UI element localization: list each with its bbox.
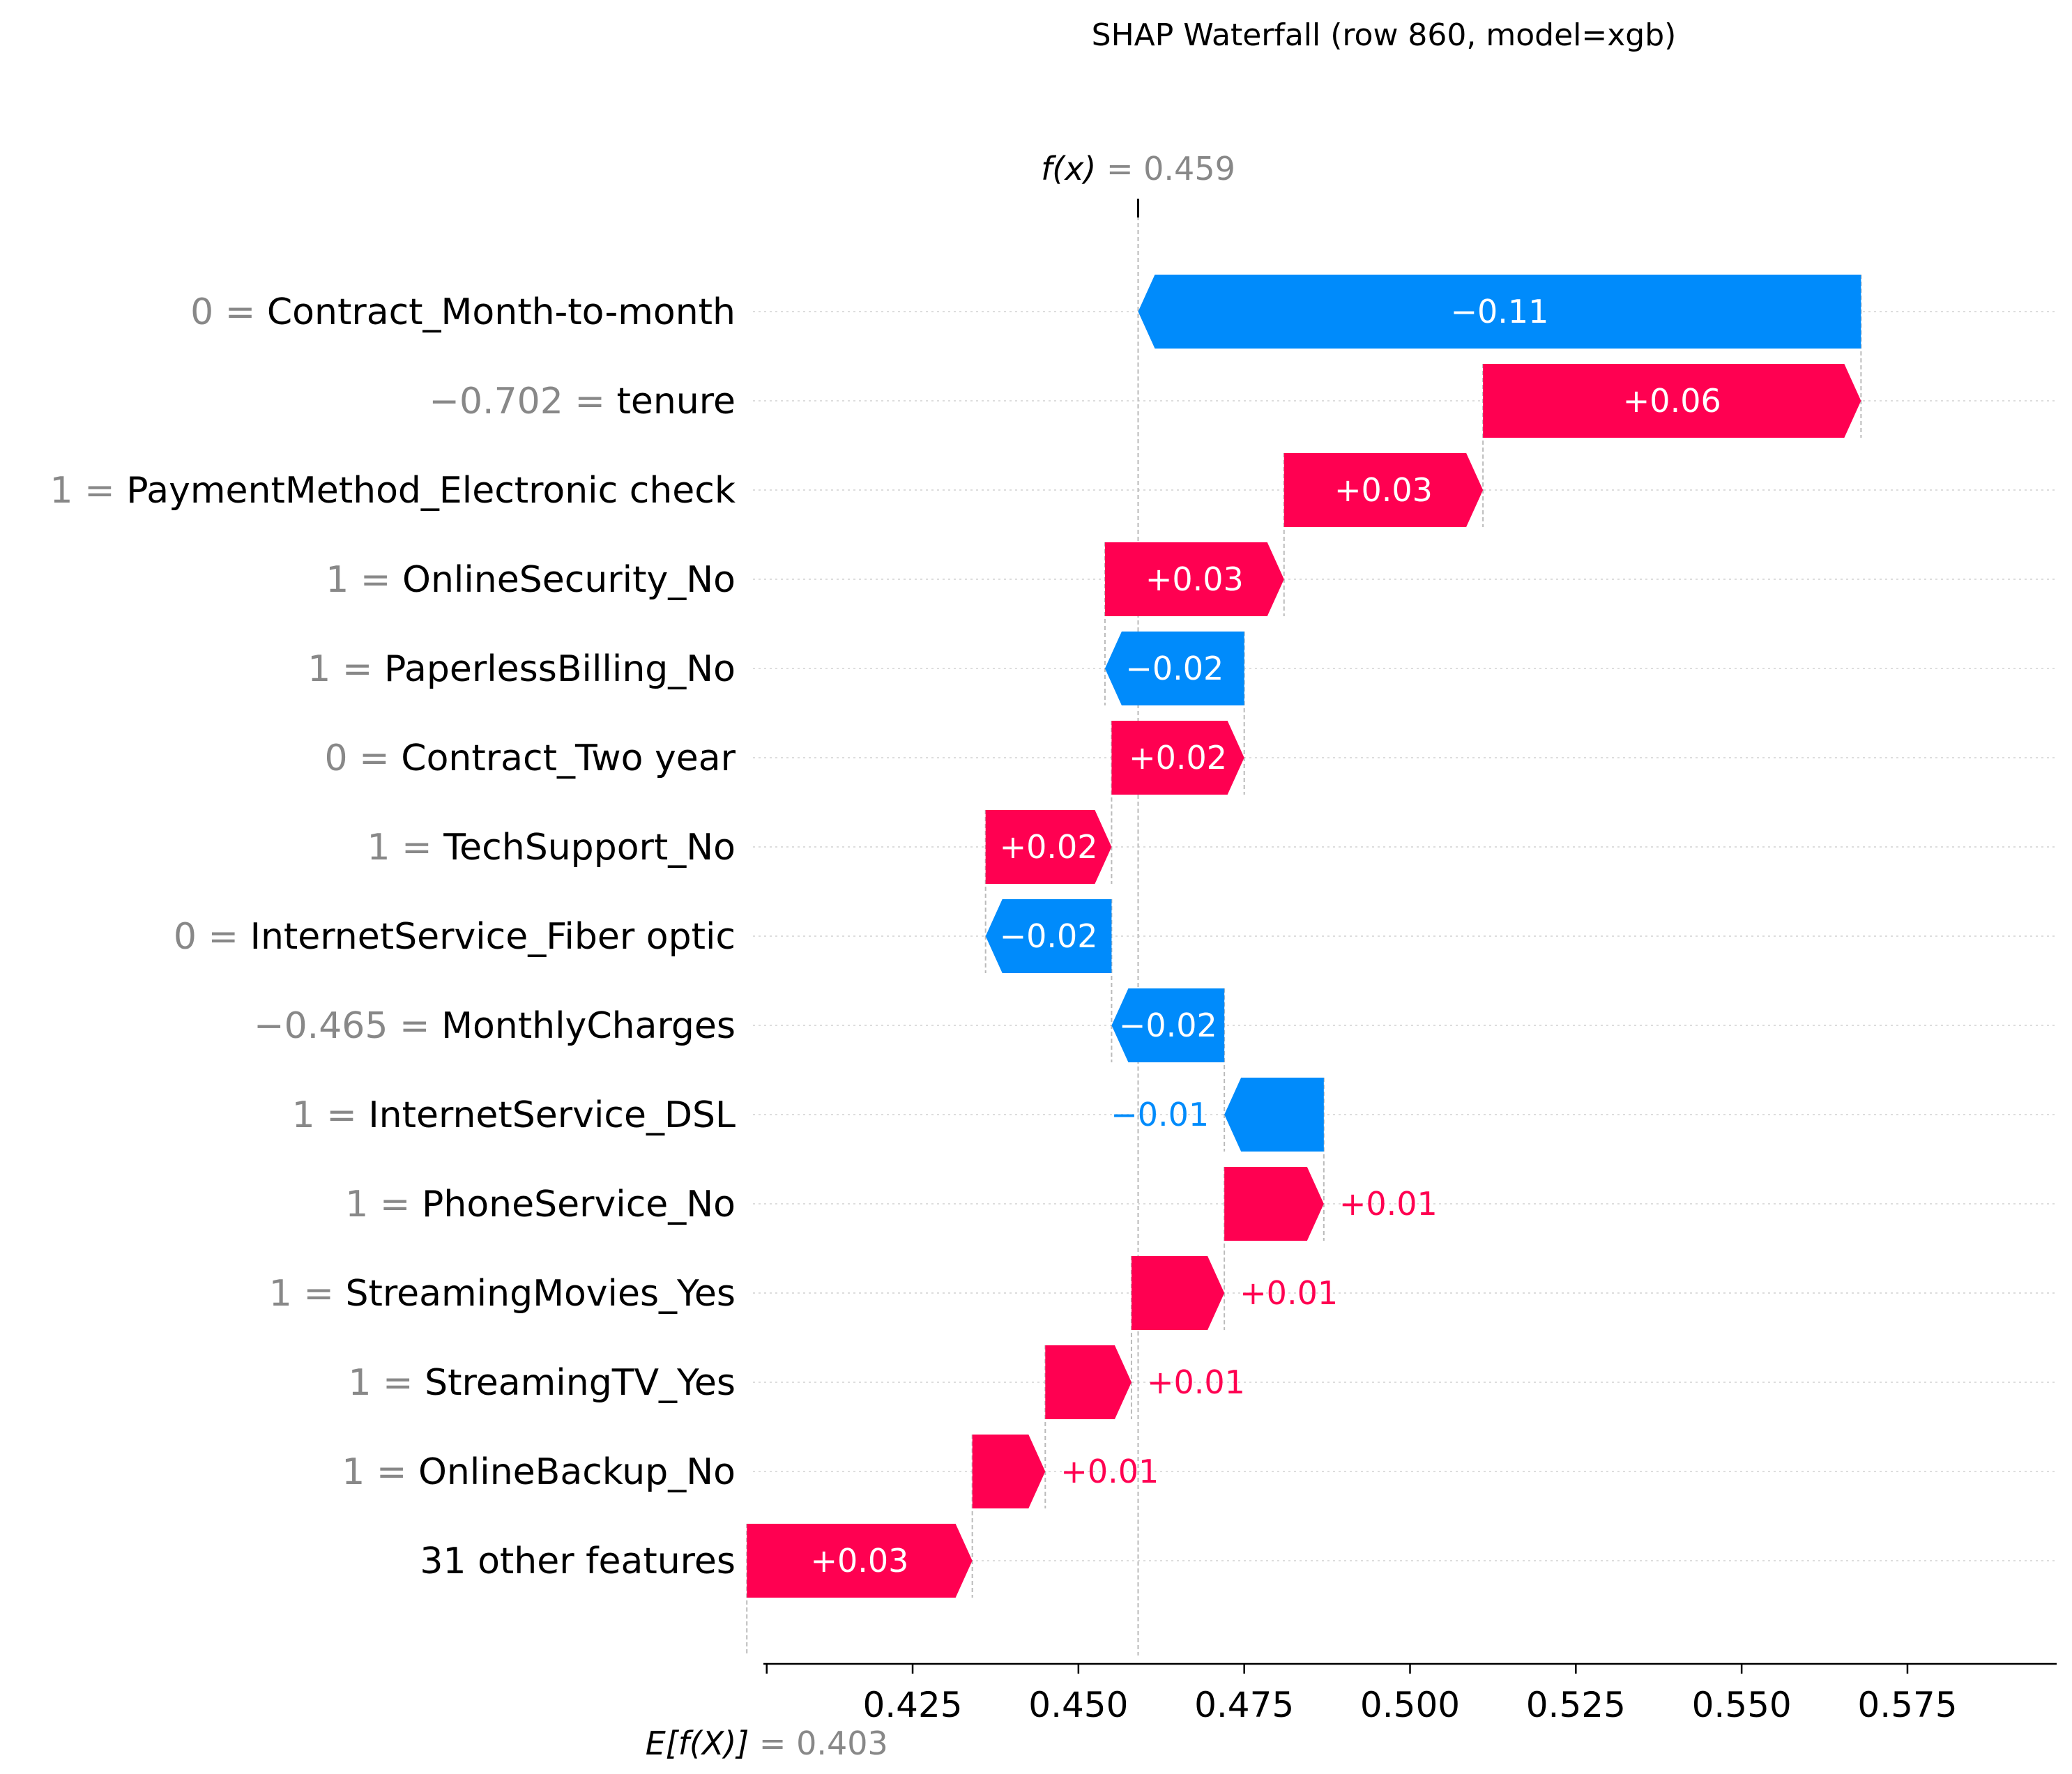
feature-label: 0 = InternetService_Fiber optic [174,916,736,958]
bar-value-label: +0.03 [1334,471,1433,509]
feature-value: 1 = [345,1184,422,1225]
positive-bar [1045,1345,1132,1419]
feature-label: 1 = StreamingTV_Yes [348,1362,736,1404]
feature-label: 1 = PhoneService_No [345,1184,736,1225]
x-tick-label: 0.500 [1360,1685,1460,1725]
bar-value-label: +0.03 [1145,560,1244,598]
feature-name: PaperlessBilling_No [384,648,736,690]
feature-value: 1 = [292,1094,369,1136]
positive-bar [1111,721,1244,795]
bar-value-label: +0.01 [1339,1185,1438,1223]
x-tick-label: 0.475 [1194,1685,1294,1725]
bar-value-label: −0.02 [1119,1007,1217,1044]
chart-title: SHAP Waterfall (row 860, model=xgb) [1092,17,1677,53]
feature-label: 1 = PaymentMethod_Electronic check [50,470,736,512]
feature-label: 1 = PaperlessBilling_No [307,648,736,690]
feature-label: 31 other features [420,1540,736,1582]
feature-value: 0 = [325,737,402,779]
base-value: = 0.403 [759,1725,888,1762]
bar-value-label: +0.01 [1240,1274,1338,1312]
bar-value-label: −0.02 [1000,917,1098,955]
feature-name: Contract_Two year [401,737,736,779]
x-tick-label: 0.525 [1526,1685,1626,1725]
feature-label: 0 = Contract_Month-to-month [190,291,736,333]
feature-value: 1 = [50,470,127,512]
bar-value-label: +0.02 [1000,828,1098,866]
fx-value: = 0.459 [1106,150,1235,188]
feature-name: PhoneService_No [422,1184,736,1225]
feature-value: 1 = [342,1451,418,1493]
positive-bar [1224,1167,1324,1241]
bar-value-label: −0.01 [1111,1096,1209,1133]
feature-label: 0 = Contract_Two year [325,737,736,779]
feature-label: 1 = OnlineBackup_No [342,1451,736,1493]
feature-name: TechSupport_No [443,827,736,869]
feature-value: 0 = [174,916,250,958]
x-tick-label: 0.450 [1028,1685,1128,1725]
positive-bar [1131,1256,1225,1330]
feature-value: 1 = [269,1273,346,1315]
x-tick-label: 0.425 [862,1685,962,1725]
feature-name: InternetService_Fiber optic [250,916,736,958]
positive-bar [1483,364,1861,438]
feature-name: MonthlyCharges [441,1005,736,1047]
positive-bar [1283,453,1484,527]
bar-value-label: +0.03 [810,1542,908,1580]
bar-value-label: +0.02 [1129,739,1227,777]
feature-name: InternetService_DSL [368,1094,736,1136]
feature-value: 1 = [326,559,402,601]
feature-name: OnlineBackup_No [418,1451,736,1493]
positive-bar [972,1435,1046,1508]
feature-name: Contract_Month-to-month [267,291,736,333]
feature-label: −0.465 = MonthlyCharges [254,1005,736,1047]
x-axis: 0.425 0.450 0.475 0.500 0.525 0.550 0.575 E[f(X… [646,1662,2057,1762]
bar-value-label: +0.01 [1147,1363,1245,1401]
base-name: E[f(X)] [646,1725,759,1762]
negative-bar [1111,988,1225,1062]
x-tick-label: 0.575 [1857,1685,1957,1725]
bars: −0.11 +0.06 +0.03 +0.03 −0.02 +0.02 +0.02 −0.02… [747,275,1861,1598]
feature-name: StreamingMovies_Yes [346,1273,736,1315]
feature-value: 1 = [367,827,444,869]
negative-bar [1104,632,1244,705]
positive-bar [1104,542,1284,616]
feature-name: PaymentMethod_Electronic check [126,470,736,512]
base-value-label: E[f(X)] = 0.403 [646,1725,888,1762]
feature-name: 31 other features [420,1540,736,1582]
bar-value-label: +0.06 [1623,382,1721,420]
positive-bar [985,810,1112,884]
fx-name: f(x) [1041,150,1106,188]
output-value-marker: f(x) = 0.459 [1041,150,1235,1656]
x-tick-label: 0.550 [1692,1685,1792,1725]
feature-value: 1 = [348,1362,425,1404]
feature-value: 1 = [307,648,384,690]
feature-label: 1 = OnlineSecurity_No [326,559,736,601]
feature-name: tenure [616,381,736,422]
positive-bar [747,1524,973,1598]
bar-value-label: −0.02 [1125,650,1224,687]
feature-value: −0.702 = [429,381,616,422]
negative-bar [1224,1078,1324,1152]
feature-value: 0 = [190,291,267,333]
negative-bar [1138,275,1861,349]
feature-name: StreamingTV_Yes [425,1362,736,1404]
feature-label: 1 = TechSupport_No [367,827,736,869]
feature-name: OnlineSecurity_No [402,559,736,601]
negative-bar [985,899,1112,973]
feature-label: 1 = StreamingMovies_Yes [269,1273,736,1315]
feature-value: −0.465 = [254,1005,441,1047]
bar-value-label: +0.01 [1060,1453,1159,1490]
feature-label: −0.702 = tenure [429,381,736,422]
bar-value-label: −0.11 [1450,293,1548,330]
feature-labels: 0 = Contract_Month-to-month −0.702 = tenu… [50,291,736,1582]
fx-label: f(x) = 0.459 [1041,150,1235,188]
feature-label: 1 = InternetService_DSL [292,1094,736,1136]
